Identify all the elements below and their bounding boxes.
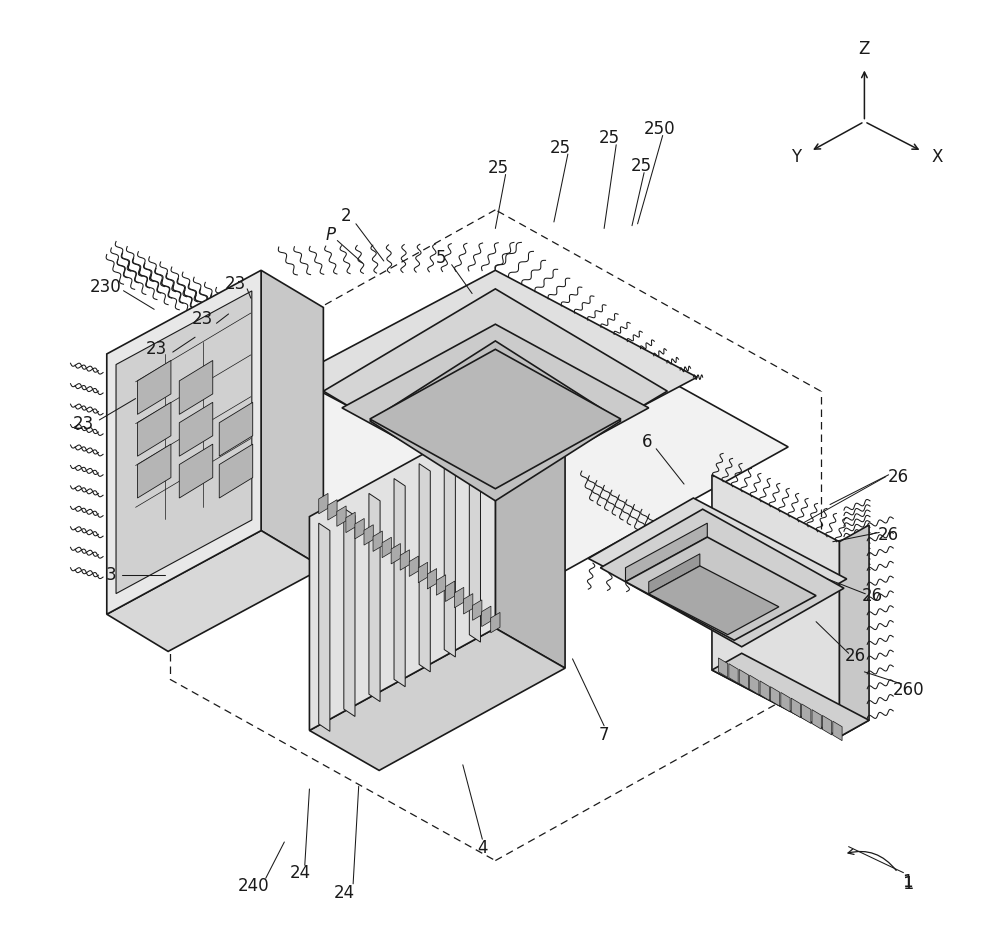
Polygon shape xyxy=(473,600,482,620)
Text: 25: 25 xyxy=(631,157,652,175)
Text: 25: 25 xyxy=(599,129,620,147)
Polygon shape xyxy=(328,500,337,520)
Polygon shape xyxy=(137,360,171,414)
Polygon shape xyxy=(781,693,790,712)
Text: 3: 3 xyxy=(106,566,117,584)
Polygon shape xyxy=(454,587,464,608)
Polygon shape xyxy=(495,414,565,668)
Polygon shape xyxy=(400,549,409,570)
Polygon shape xyxy=(833,722,842,741)
Polygon shape xyxy=(394,479,405,687)
Text: X: X xyxy=(931,148,943,166)
Polygon shape xyxy=(812,709,821,729)
Polygon shape xyxy=(712,475,839,737)
Polygon shape xyxy=(116,290,252,594)
Polygon shape xyxy=(319,523,330,732)
Text: 25: 25 xyxy=(550,139,571,156)
Text: 5: 5 xyxy=(436,250,447,267)
Polygon shape xyxy=(369,493,380,702)
Text: 23: 23 xyxy=(145,341,167,358)
Text: 23: 23 xyxy=(224,276,246,293)
Polygon shape xyxy=(482,606,491,627)
Polygon shape xyxy=(309,628,565,771)
Polygon shape xyxy=(107,531,323,652)
Text: 230: 230 xyxy=(90,278,122,296)
Polygon shape xyxy=(364,525,373,546)
Polygon shape xyxy=(625,523,707,582)
Text: 24: 24 xyxy=(333,884,354,902)
Polygon shape xyxy=(309,414,495,731)
Polygon shape xyxy=(427,569,437,589)
Polygon shape xyxy=(179,360,213,414)
Text: 4: 4 xyxy=(477,840,488,857)
Polygon shape xyxy=(323,289,667,493)
Polygon shape xyxy=(739,669,749,689)
Text: 7: 7 xyxy=(599,726,609,744)
Polygon shape xyxy=(444,449,455,657)
Polygon shape xyxy=(346,512,355,533)
Polygon shape xyxy=(436,574,446,595)
Polygon shape xyxy=(137,402,171,456)
Polygon shape xyxy=(750,675,759,695)
Polygon shape xyxy=(588,498,847,640)
Polygon shape xyxy=(649,554,700,594)
Polygon shape xyxy=(418,562,428,583)
Polygon shape xyxy=(649,566,779,635)
Text: 1: 1 xyxy=(903,875,915,893)
Polygon shape xyxy=(370,341,621,501)
Polygon shape xyxy=(625,537,816,641)
Text: 23: 23 xyxy=(73,414,94,433)
Polygon shape xyxy=(219,402,253,456)
Polygon shape xyxy=(261,270,323,568)
Polygon shape xyxy=(712,654,869,737)
Text: 2: 2 xyxy=(340,208,351,225)
Polygon shape xyxy=(469,434,480,642)
Text: Z: Z xyxy=(859,40,870,59)
Text: 26: 26 xyxy=(878,526,899,545)
Text: 250: 250 xyxy=(644,120,676,138)
Polygon shape xyxy=(729,664,738,683)
Polygon shape xyxy=(294,270,697,484)
Polygon shape xyxy=(370,349,621,489)
Polygon shape xyxy=(718,658,728,678)
Polygon shape xyxy=(770,687,780,707)
Text: 23: 23 xyxy=(192,310,213,328)
Polygon shape xyxy=(391,544,400,564)
Polygon shape xyxy=(179,444,213,498)
Polygon shape xyxy=(491,613,500,633)
Polygon shape xyxy=(839,525,869,737)
Polygon shape xyxy=(760,681,769,700)
Text: 260: 260 xyxy=(893,681,925,699)
Polygon shape xyxy=(203,284,788,610)
Polygon shape xyxy=(342,324,649,492)
Text: 24: 24 xyxy=(290,864,311,882)
Polygon shape xyxy=(179,402,213,456)
Text: 26: 26 xyxy=(845,647,866,665)
Polygon shape xyxy=(219,444,253,498)
Text: 26: 26 xyxy=(887,467,908,486)
Text: 1: 1 xyxy=(902,873,912,891)
Polygon shape xyxy=(344,508,355,717)
Polygon shape xyxy=(419,464,430,672)
Polygon shape xyxy=(445,581,455,601)
Polygon shape xyxy=(355,519,364,539)
Polygon shape xyxy=(822,715,832,735)
Polygon shape xyxy=(337,506,346,526)
Polygon shape xyxy=(137,444,171,498)
Text: P: P xyxy=(326,226,336,244)
Text: Y: Y xyxy=(791,148,801,166)
Polygon shape xyxy=(319,493,328,514)
Polygon shape xyxy=(464,594,473,614)
Polygon shape xyxy=(107,270,261,614)
Polygon shape xyxy=(373,531,382,551)
Text: 26: 26 xyxy=(861,587,882,604)
Text: 240: 240 xyxy=(238,877,269,895)
Polygon shape xyxy=(791,698,801,718)
Text: 25: 25 xyxy=(488,159,509,177)
Polygon shape xyxy=(382,537,391,558)
Polygon shape xyxy=(802,704,811,723)
Polygon shape xyxy=(409,556,419,576)
Polygon shape xyxy=(600,509,844,647)
Text: 6: 6 xyxy=(642,433,652,452)
